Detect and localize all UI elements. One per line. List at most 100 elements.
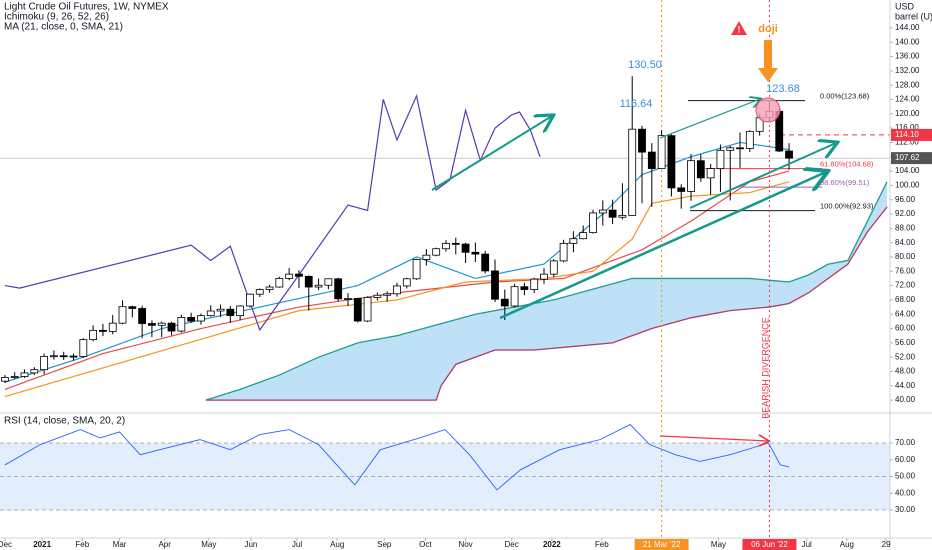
rsi-line: [4, 424, 790, 491]
x-tick-label: Sep: [377, 540, 392, 549]
y-tick-label: 132.00: [895, 66, 920, 75]
candle-body: [128, 306, 137, 309]
candle-body: [402, 278, 411, 287]
candle-body: [265, 286, 274, 290]
y-tick-label: 68.00: [895, 295, 916, 304]
candle-body: [285, 273, 294, 279]
x-tick-label: Dec: [0, 540, 12, 549]
indicator-line: [4, 93, 541, 332]
y-tick-label: 96.00: [895, 195, 916, 204]
candle-body: [79, 339, 88, 357]
x-tick-label: Nov: [458, 540, 472, 549]
candle-body: [138, 308, 147, 324]
candle-body: [99, 329, 107, 332]
candle-body: [647, 151, 656, 169]
y-tick-label: 60.00: [895, 324, 916, 333]
candle-body: [148, 323, 156, 326]
divergence-label: BEARISH DIVERGENCE: [760, 317, 770, 419]
y-tick-label: 80.00: [895, 252, 916, 261]
y-tick-label: 76.00: [895, 266, 916, 275]
candle-body: [304, 275, 313, 288]
price-label-box: [891, 152, 932, 165]
candle-body: [657, 135, 666, 169]
candle-body: [432, 248, 441, 256]
x-tick-label: Jun: [244, 540, 257, 549]
candle-body: [324, 278, 333, 286]
x-tick-label: Feb: [75, 540, 89, 549]
candle-body: [628, 128, 637, 216]
fib-label: 100.00%(92.93): [820, 202, 874, 211]
warning-mark: !: [738, 24, 741, 34]
candle-body: [520, 286, 529, 290]
trend-line: [499, 172, 826, 320]
y-tick-label: 64.00: [895, 309, 916, 318]
swing-label: 116.64: [620, 98, 653, 110]
high-label: 130.50: [628, 59, 662, 71]
candle-body: [59, 355, 68, 358]
x-tick-label: 29: [882, 540, 891, 549]
candle-body: [167, 322, 176, 332]
candle-body: [618, 215, 627, 218]
date-label-box: [742, 539, 797, 550]
rsi-tick-label: 50.00: [895, 472, 916, 481]
drawings: !: [431, 21, 836, 441]
x-tick-label: Apr: [158, 540, 171, 549]
date-label-box: [634, 539, 689, 550]
y-tick-label: 104.00: [895, 166, 920, 175]
unit: barrel (U): [895, 11, 932, 21]
candle-body: [50, 355, 58, 358]
candle-body: [363, 297, 372, 322]
x-tick-label: Mar: [113, 540, 127, 549]
candle-body: [559, 242, 568, 262]
price-label: 107.62: [895, 153, 920, 162]
candle-body: [716, 149, 725, 169]
candle-body: [197, 315, 205, 322]
x-tick-label: 2021: [33, 540, 51, 549]
candle-body: [20, 372, 29, 377]
y-tick-label: 52.00: [895, 352, 916, 361]
trend-line: [689, 143, 836, 209]
y-tick-label: 120.00: [895, 109, 920, 118]
candle-body: [177, 317, 186, 332]
y-tick-label: 136.00: [895, 52, 920, 61]
x-tick-label: May: [711, 540, 726, 549]
candle-body: [236, 305, 245, 317]
candle-body: [1, 377, 9, 382]
y-tick-label: 144.00: [895, 23, 920, 32]
y-tick-label: 72.00: [895, 281, 916, 290]
cloud-edge: [205, 206, 888, 401]
candle-body: [667, 135, 676, 189]
indicator-legend: MA (21, close, 0, SMA, 21): [4, 22, 123, 33]
y-tick-label: 84.00: [895, 238, 916, 247]
candle-body: [40, 356, 49, 371]
date-label: 06 Jun '22: [751, 540, 788, 549]
y-tick-label: 128.00: [895, 80, 920, 89]
candle-body: [412, 259, 421, 280]
y-tick-label: 40.00: [895, 395, 916, 404]
y-tick-label: 124.00: [895, 95, 920, 104]
trend-arrow: [431, 116, 552, 191]
candle-body: [461, 243, 470, 253]
candle-body: [226, 308, 235, 317]
candle-body: [736, 147, 744, 150]
candle-body: [314, 284, 323, 288]
currency: USD: [895, 1, 915, 11]
ichimoku-cloud: [205, 181, 888, 401]
candle-body: [687, 160, 695, 192]
y-tick-label: 88.00: [895, 223, 916, 232]
fib-label: 0.00%(123.68): [820, 92, 870, 101]
candle-body: [726, 147, 735, 151]
rsi-tick-label: 30.00: [895, 505, 916, 514]
candle-body: [157, 322, 166, 326]
candle-body: [785, 150, 793, 159]
trend-arrow: [659, 99, 760, 139]
candle-body: [393, 285, 401, 295]
candle-body: [246, 293, 254, 307]
price-label-box: [891, 128, 932, 141]
candle-body: [295, 273, 303, 277]
candle-body: [383, 293, 392, 296]
rsi-tick-label: 40.00: [895, 488, 916, 497]
candle-body: [89, 329, 98, 341]
y-tick-label: 56.00: [895, 338, 916, 347]
